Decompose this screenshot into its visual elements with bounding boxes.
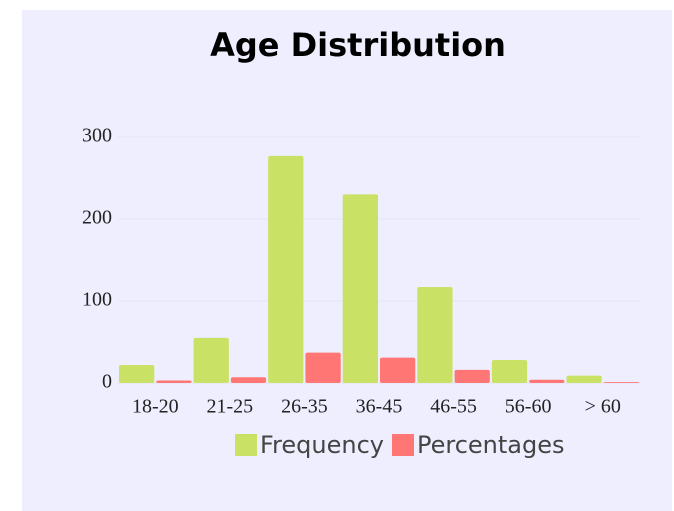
bar [268, 155, 304, 383]
x-tick-label: 26-35 [281, 396, 328, 418]
bar [603, 382, 639, 383]
legend-label: Percentages [417, 431, 565, 459]
bar [119, 364, 155, 383]
bar [380, 357, 416, 383]
x-tick-label: 56-60 [505, 396, 552, 418]
bar [193, 337, 229, 383]
legend-swatch [235, 434, 257, 456]
chart-title: Age Distribution [210, 26, 506, 64]
x-tick-label: 36-45 [356, 396, 403, 418]
bar [491, 360, 528, 383]
x-tick-label: 21-25 [207, 396, 254, 418]
bar [156, 380, 192, 383]
bar [342, 194, 378, 383]
legend-label: Frequency [260, 431, 384, 459]
y-tick-label: 300 [82, 125, 112, 147]
y-tick-label: 0 [102, 371, 112, 393]
y-tick-label: 200 [82, 207, 112, 229]
bar [417, 287, 453, 383]
x-tick-label: > 60 [585, 396, 621, 418]
bar [305, 352, 341, 383]
y-tick-label: 100 [82, 289, 112, 311]
legend-swatch [391, 434, 414, 456]
x-tick-label: 46-55 [430, 396, 477, 418]
x-tick-label: 18-20 [132, 396, 179, 418]
bar [566, 375, 602, 383]
bar [529, 379, 565, 383]
bar [230, 377, 267, 383]
bar [454, 369, 490, 383]
